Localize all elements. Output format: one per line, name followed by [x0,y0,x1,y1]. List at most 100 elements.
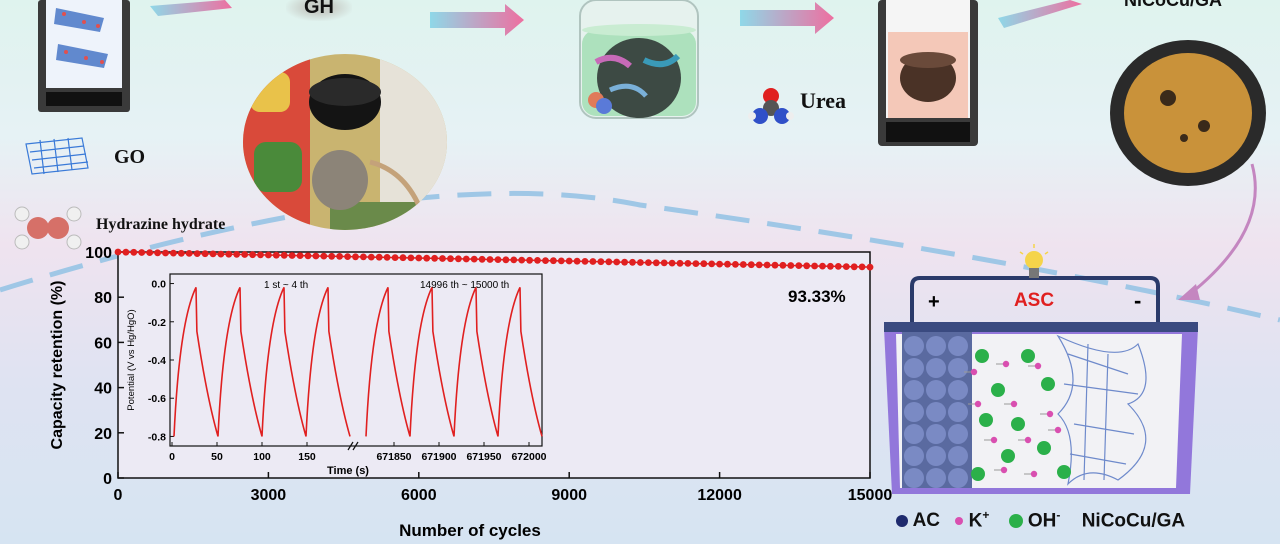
inset-y-label: Potential (V vs Hg/HgO) [126,309,137,410]
gh-label: GH [286,0,352,21]
legend-electrode: NiCoCu/GA [1081,510,1186,532]
retention-point [360,253,367,261]
x-tick-label: 0 [114,487,123,504]
oh-ion [1057,465,1071,479]
retention-point [676,259,684,267]
k-ion [1010,400,1018,408]
x-tick-label: 12000 [697,487,742,504]
retention-point [526,256,533,264]
y-axis-label: Capacity retention (%) [49,281,66,450]
retention-point [724,260,731,268]
retention-point [645,259,652,266]
retention-point [130,248,138,256]
inset-y-tick-label: 0.0 [151,279,166,291]
inset-x-tick-label: 671850 [376,451,411,463]
retention-point [834,263,842,270]
ac-sphere [904,468,924,488]
retention-point [320,252,328,260]
retention-point [581,258,589,265]
ac-sphere [948,358,968,378]
inset-x-label: Time (s) [327,465,369,477]
retention-point [842,263,850,270]
k-dot-icon [955,517,964,526]
retention-point [803,262,811,270]
inset-x-tick-label: 100 [253,451,271,463]
retention-point [652,259,660,267]
oh-ion [979,413,993,427]
x-tick-label: 6000 [401,487,437,504]
retention-point [708,260,716,268]
retention-point [502,256,510,264]
retention-point [755,261,763,269]
legend-oh: OH [1027,510,1057,532]
retention-point [407,254,415,262]
retention-point [763,261,771,269]
inset-chart: 0.0 -0.2 -0.4 -0.6 -0.8 0 50 100 150 671850 67190… [126,273,547,477]
retention-point [866,263,874,271]
retention-point [383,254,391,261]
oh-ion [991,383,1005,397]
ac-sphere [904,336,924,356]
urea-icon [748,88,794,124]
retention-point [138,249,146,256]
oh-ion [1021,349,1035,363]
retention-point [621,258,628,266]
retention-point [739,261,747,268]
retention-point [439,255,446,262]
retention-point [613,258,621,266]
retention-point [241,251,249,258]
retention-point [114,248,122,256]
retention-point [684,260,692,267]
retention-point [486,256,494,263]
oh-ion [971,467,985,481]
k-ion [1002,360,1010,368]
legend-k: K [968,510,983,532]
inset-left-label: 1 st ~ 4 th [264,280,308,291]
retention-point [589,258,597,265]
retention-point [455,255,462,263]
retention-point [328,252,336,260]
minus-sign: - [1134,288,1141,313]
hydrazine-label: Hydrazine hydrate [96,216,226,233]
retention-point [771,261,779,269]
arrow-1 [150,0,232,16]
hydrazine-icon [14,206,82,250]
retention-point [177,249,185,257]
ac-sphere [948,336,968,356]
retention-point [534,257,541,264]
ac-sphere [926,380,946,400]
ac-dot-icon [896,515,908,528]
retention-point [336,253,343,260]
k-ion [1030,470,1038,478]
arrow-2 [430,4,524,36]
urea-label: Urea [800,88,847,113]
process-arrows [150,0,1082,36]
inset-curve [365,287,543,437]
inset-right-label: 14996 th ~ 15000 th [420,280,509,291]
retention-point [716,260,723,268]
k-ion [970,368,978,376]
ac-sphere [948,468,968,488]
retention-point [415,254,423,262]
legend-oh-sup: - [1056,508,1061,522]
retention-point [692,260,700,267]
inset-curve [173,287,351,437]
retention-point [779,261,787,269]
retention-point [304,252,312,260]
inset-x-tick-label: 150 [298,451,316,463]
retention-point [668,259,676,267]
retention-point [510,256,518,264]
x-axis-label: Number of cycles [399,521,541,540]
oh-dot-icon [1008,514,1023,529]
k-ion [974,400,982,408]
ac-sphere [948,424,968,444]
ac-sphere [926,446,946,466]
retention-point [431,254,438,262]
retention-point [660,259,668,267]
k-ion [1054,426,1062,434]
retention-point [193,250,201,257]
retention-point [550,257,557,265]
retention-point [795,262,803,269]
autoclave-left [38,0,130,112]
